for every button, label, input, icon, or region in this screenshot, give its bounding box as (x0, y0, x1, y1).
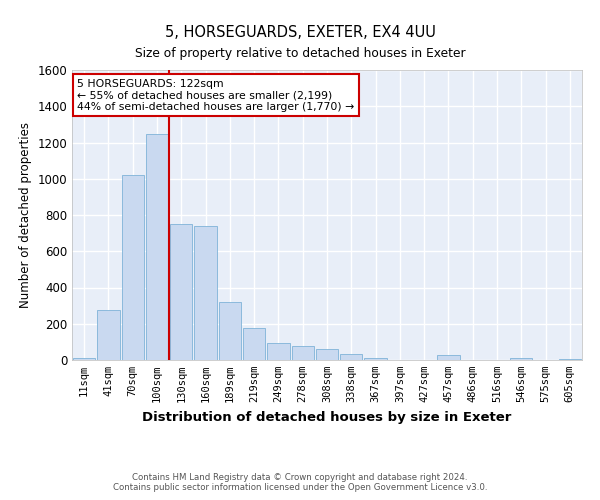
Bar (340, 354, 362, 360)
Bar (146, 134, 168, 360)
Bar (559, 359, 581, 360)
Bar (122, 175, 144, 360)
Bar (364, 358, 387, 360)
Bar (510, 358, 532, 360)
Bar (194, 226, 217, 360)
Bar (243, 328, 265, 360)
Text: 5, HORSEGUARDS, EXETER, EX4 4UU: 5, HORSEGUARDS, EXETER, EX4 4UU (164, 25, 436, 40)
X-axis label: Distribution of detached houses by size in Exeter: Distribution of detached houses by size … (142, 410, 512, 424)
Bar (218, 302, 241, 360)
Text: 5 HORSEGUARDS: 122sqm
← 55% of detached houses are smaller (2,199)
44% of semi-d: 5 HORSEGUARDS: 122sqm ← 55% of detached … (77, 78, 355, 112)
Bar (292, 346, 314, 360)
Bar (170, 224, 193, 360)
Bar (97, 310, 119, 360)
Bar (73, 358, 95, 360)
Bar (267, 343, 290, 360)
Bar (316, 349, 338, 360)
Text: Size of property relative to detached houses in Exeter: Size of property relative to detached ho… (134, 48, 466, 60)
Bar (437, 354, 460, 360)
Text: Contains HM Land Registry data © Crown copyright and database right 2024.
Contai: Contains HM Land Registry data © Crown c… (113, 473, 487, 492)
Y-axis label: Number of detached properties: Number of detached properties (19, 122, 32, 308)
